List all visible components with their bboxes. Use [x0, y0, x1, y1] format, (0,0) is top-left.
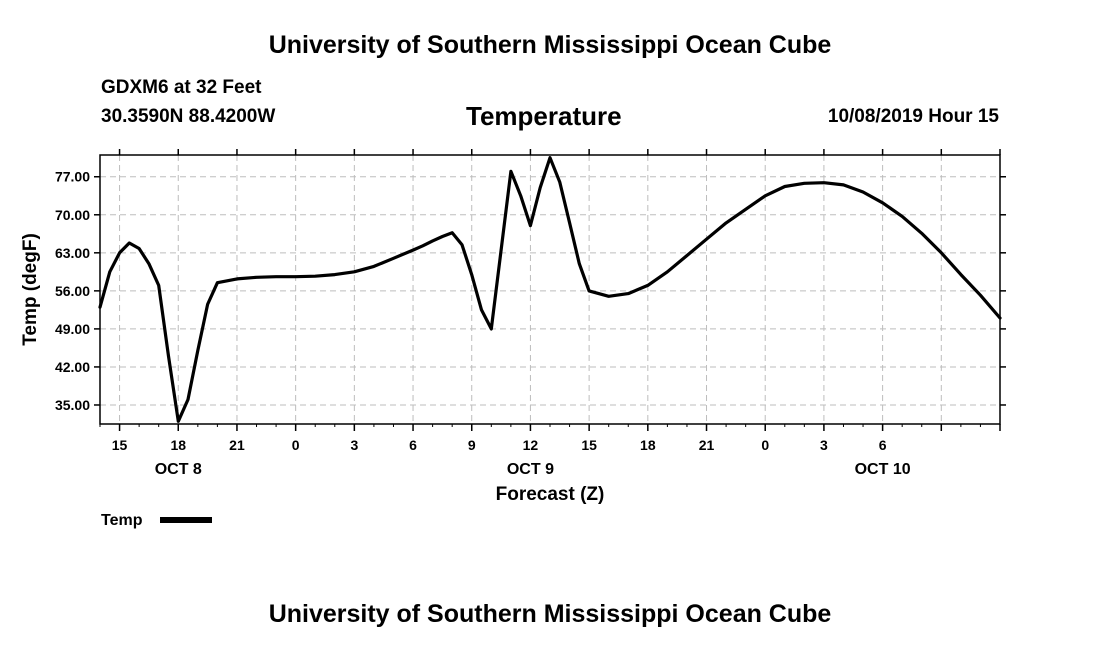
x-tick-label: 0	[761, 437, 769, 453]
x-tick-label: 18	[170, 437, 186, 453]
y-tick-label: 35.00	[55, 397, 90, 413]
chart-title: Temperature	[466, 101, 622, 131]
x-tick-label: 3	[820, 437, 828, 453]
main-title: University of Southern Mississippi Ocean…	[268, 31, 832, 59]
y-tick-label: 42.00	[55, 359, 90, 375]
x-tick-label: 0	[292, 437, 300, 453]
legend-label: Temp	[101, 512, 143, 529]
x-tick-label: 21	[229, 437, 245, 453]
x-day-label: OCT 8	[155, 461, 202, 478]
x-tick-label: 9	[468, 437, 476, 453]
y-tick-label: 49.00	[55, 321, 90, 337]
x-tick-label: 3	[350, 437, 358, 453]
plot-frame	[99, 154, 1001, 425]
y-tick-label: 56.00	[55, 283, 90, 299]
x-day-label: OCT 9	[507, 461, 554, 478]
y-tick-label: 77.00	[55, 169, 90, 185]
y-tick-label: 70.00	[55, 207, 90, 223]
x-tick-label: 18	[640, 437, 656, 453]
x-tick-label: 12	[523, 437, 539, 453]
forecast-datetime: 10/08/2019 Hour 15	[827, 106, 999, 127]
x-tick-label: 15	[581, 437, 597, 453]
series-line-temp	[98, 156, 1002, 423]
x-tick-label: 6	[879, 437, 887, 453]
footer-title: University of Southern Mississippi Ocean…	[268, 600, 832, 628]
coordinates-label: 30.3590N 88.4200W	[101, 106, 276, 127]
x-tick-label: 15	[112, 437, 128, 453]
x-day-label: OCT 10	[855, 461, 911, 478]
y-tick-label: 63.00	[55, 245, 90, 261]
station-label: GDXM6 at 32 Feet	[101, 77, 262, 98]
x-tick-label: 21	[699, 437, 715, 453]
x-tick-label: 6	[409, 437, 417, 453]
x-axis-title: Forecast (Z)	[496, 484, 605, 505]
y-axis-title: Temp (degF)	[20, 233, 41, 346]
